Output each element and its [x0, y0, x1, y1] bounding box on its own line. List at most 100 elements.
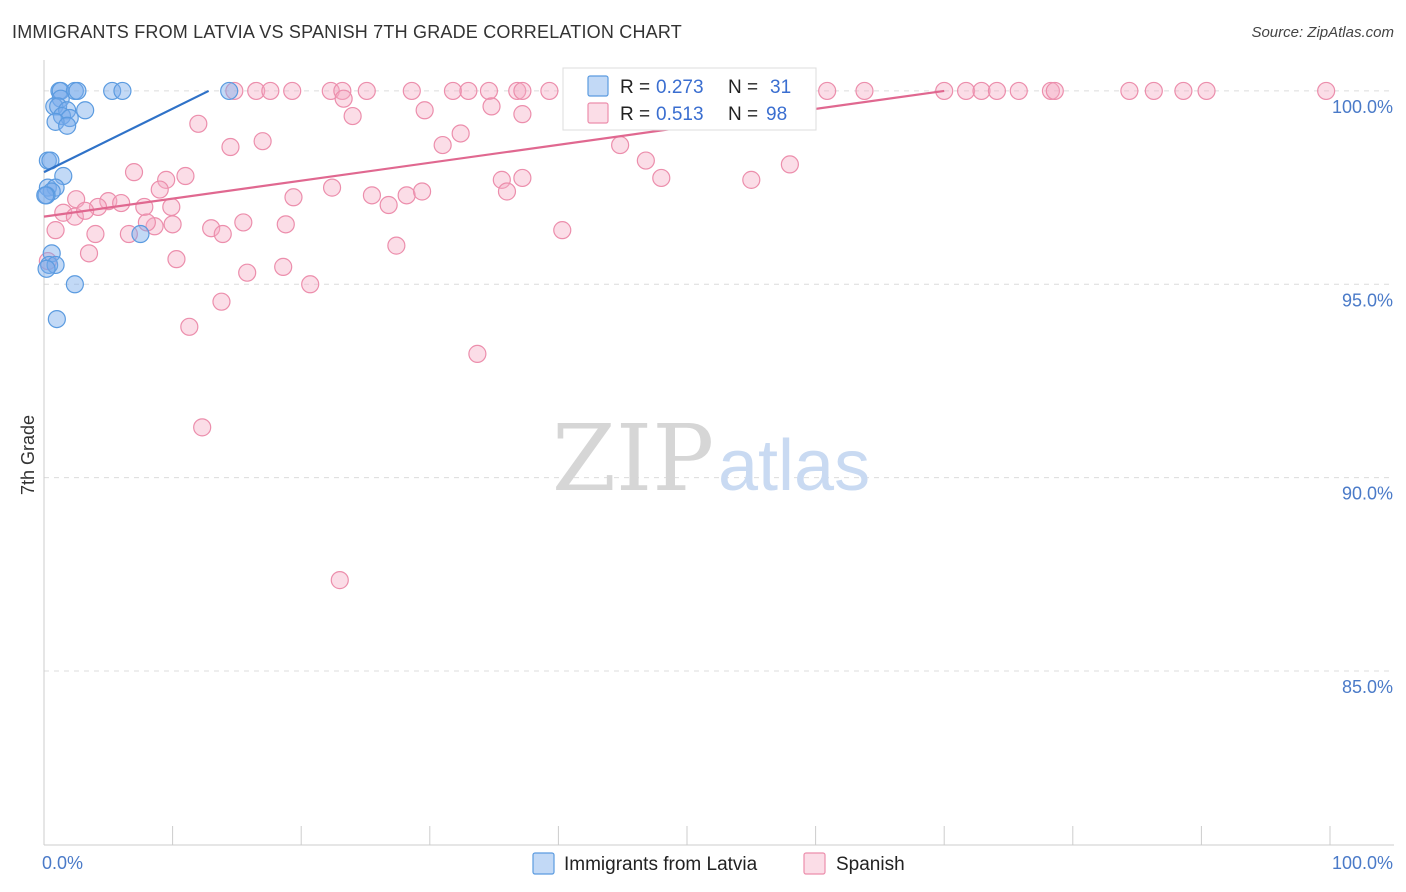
- spanish-point: [274, 257, 293, 276]
- spanish-point: [180, 317, 199, 336]
- series-legend: Immigrants from Latvia Spanish: [532, 852, 905, 875]
- spanish-point: [433, 135, 452, 155]
- latvia-trend-line: [43, 89, 210, 174]
- axes: 100.0% 95.0% 90.0% 85.0% 0.0% 100.0%: [42, 60, 1394, 873]
- spanish-point: [987, 81, 1007, 101]
- spanish-point: [343, 106, 362, 126]
- spanish-point: [611, 135, 630, 155]
- spanish-point: [157, 170, 176, 189]
- spanish-point: [636, 151, 655, 170]
- spanish-point: [956, 81, 976, 101]
- spanish-point: [238, 263, 257, 282]
- spanish-point: [479, 81, 499, 101]
- spanish-point: [283, 81, 302, 101]
- spanish-point: [1009, 81, 1028, 101]
- spanish-point: [357, 81, 376, 101]
- spanish-point: [379, 195, 398, 215]
- spanish-point: [497, 182, 517, 201]
- spanish-point: [162, 197, 181, 217]
- spanish-point: [322, 178, 342, 197]
- latvia-point: [220, 81, 239, 101]
- spanish-point: [189, 114, 208, 133]
- watermark-atlas: atlas: [718, 426, 870, 506]
- spanish-point: [137, 213, 156, 232]
- latvia-point: [49, 97, 68, 116]
- latvia-point: [65, 275, 84, 294]
- spanish-point: [459, 81, 478, 101]
- spanish-point: [855, 81, 874, 101]
- spanish-point: [301, 275, 320, 294]
- spanish-point: [333, 81, 352, 101]
- latvia-point: [131, 224, 150, 244]
- spanish-point: [482, 97, 501, 116]
- series-legend-swatch-spanish: [803, 852, 826, 875]
- spanish-point: [1045, 81, 1064, 101]
- spanish-point: [468, 344, 487, 363]
- spanish-point: [1174, 81, 1193, 101]
- latvia-point: [76, 101, 95, 120]
- latvia-point: [47, 309, 66, 329]
- spanish-point: [330, 571, 349, 590]
- spanish-point: [247, 81, 266, 101]
- spanish-point: [397, 186, 416, 205]
- spanish-point: [221, 137, 240, 157]
- watermark-zip: ZIP: [552, 405, 714, 512]
- grid-lines: [44, 90, 1394, 672]
- latvia-point: [37, 259, 56, 278]
- source-label: Source: ZipAtlas.com: [1251, 24, 1394, 41]
- y-tick-label: 85.0%: [1342, 677, 1393, 697]
- spanish-point: [167, 250, 186, 269]
- spanish-point: [193, 418, 212, 437]
- spanish-point: [513, 105, 532, 124]
- spanish-point: [1144, 81, 1163, 101]
- spanish-point: [202, 219, 221, 238]
- spanish-point: [112, 193, 131, 213]
- spanish-point: [451, 124, 470, 143]
- spanish-point: [86, 224, 105, 244]
- legend-r-value-spanish: 0.513: [656, 104, 704, 125]
- legend-r-label-spanish: R =: [620, 104, 650, 125]
- latvia-point: [113, 81, 132, 101]
- x-tick-label: 100.0%: [1332, 853, 1393, 873]
- series-legend-label-spanish: Spanish: [836, 854, 905, 875]
- y-tick-label: 100.0%: [1332, 97, 1393, 117]
- spanish-point: [652, 168, 671, 188]
- spanish-point: [492, 170, 511, 189]
- spanish-point: [225, 81, 244, 101]
- spanish-point: [276, 215, 295, 234]
- latvia-point: [46, 255, 65, 275]
- spanish-point: [334, 89, 353, 108]
- spanish-point: [742, 170, 761, 189]
- spanish-point: [124, 163, 144, 182]
- data-points: [36, 81, 1336, 590]
- x-tick-label: 0.0%: [42, 853, 83, 873]
- spanish-point: [284, 188, 303, 207]
- legend-swatch-latvia: [587, 75, 609, 97]
- spanish-point: [46, 221, 65, 240]
- spanish-point: [443, 81, 463, 101]
- legend-n-label-latvia: N =: [728, 77, 758, 98]
- spanish-point: [212, 292, 231, 311]
- spanish-point: [540, 81, 559, 101]
- spanish-point: [150, 180, 169, 199]
- chart-title: IMMIGRANTS FROM LATVIA VS SPANISH 7TH GR…: [12, 22, 682, 42]
- spanish-point: [1041, 81, 1061, 101]
- spanish-point: [387, 236, 406, 255]
- legend-r-value-latvia: 0.273: [656, 77, 704, 98]
- legend-n-value-spanish: 98: [766, 104, 787, 125]
- spanish-point: [362, 186, 382, 205]
- spanish-point: [234, 213, 253, 232]
- spanish-point: [1197, 81, 1216, 101]
- spanish-point: [1120, 81, 1139, 101]
- latvia-point: [68, 81, 87, 101]
- legend-swatch-spanish: [587, 102, 609, 124]
- series-legend-label-latvia: Immigrants from Latvia: [564, 854, 758, 875]
- stats-legend-box: [562, 67, 817, 131]
- spanish-point: [508, 81, 527, 101]
- legend-r-label-latvia: R =: [620, 77, 650, 98]
- spanish-point: [513, 168, 532, 188]
- spanish-point: [79, 244, 99, 263]
- y-tick-label: 90.0%: [1342, 484, 1393, 504]
- latvia-point: [58, 116, 77, 135]
